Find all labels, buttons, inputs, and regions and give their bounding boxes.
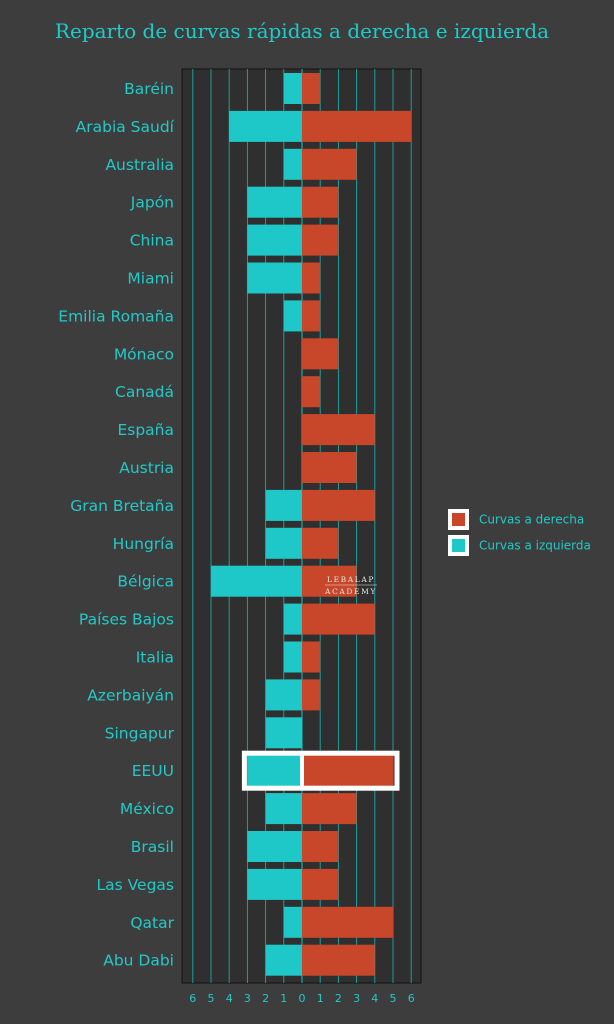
legend-label: Curvas a izquierda [479,539,591,553]
bar-left [247,868,302,900]
category-label: Singapur [105,724,175,742]
x-tick-label: 4 [226,992,233,1005]
x-tick-label: 0 [299,992,306,1005]
bar-left [247,224,302,256]
bar-right [302,300,321,332]
bar-right [302,755,393,787]
bar-right [302,527,339,559]
bar-left [283,641,302,673]
x-tick-label: 5 [208,992,215,1005]
category-label: EEUU [132,762,174,780]
bar-right [302,603,375,635]
category-label: Brasil [131,838,174,856]
bar-right [302,489,375,521]
bar-right [302,641,321,673]
bar-left [265,489,302,521]
bar-right [302,868,339,900]
category-label: Abu Dabi [103,952,174,970]
bar-right [302,262,321,294]
bar-right [302,110,412,142]
category-label: Arabia Saudí [76,118,175,136]
highlight-frame [241,750,400,791]
x-tick-label: 1 [280,992,287,1005]
x-tick-label: 6 [408,992,415,1005]
category-label: Qatar [130,914,174,932]
x-tick-label: 3 [353,992,360,1005]
x-tick-label: 2 [335,992,342,1005]
x-tick-label: 5 [390,992,397,1005]
category-label: China [130,232,174,250]
legend-swatch [452,539,465,552]
x-tick-label: 6 [189,992,196,1005]
chart-title: Reparto de curvas rápidas a derecha e iz… [55,19,549,43]
category-label: Australia [105,156,174,174]
category-label: Bélgica [117,573,174,591]
bar-right [302,565,357,597]
bar-right [302,452,357,483]
bar-left [265,679,302,711]
category-label: México [120,800,174,818]
bar-right [302,376,321,408]
bar-left [247,831,302,862]
category-label: España [117,421,174,439]
bar-left [229,110,302,142]
x-tick-label: 1 [317,992,324,1005]
bar-left [265,527,302,559]
category-label: Miami [127,270,174,288]
bar-left [265,793,302,825]
bar-right [302,906,393,938]
legend-label: Curvas a derecha [479,513,584,527]
x-tick-label: 4 [371,992,378,1005]
bar-right [302,679,321,711]
category-label: Canadá [115,383,174,401]
category-label: Japón [130,194,174,212]
legend-swatch [452,513,465,526]
category-label: Hungría [113,535,174,553]
category-label: Baréin [124,80,174,98]
x-tick-label: 2 [262,992,269,1005]
x-tick-label: 3 [244,992,251,1005]
category-label: Mónaco [114,345,174,363]
bar-left [247,755,302,787]
category-label: Países Bajos [79,611,174,629]
bar-right [302,944,375,976]
bar-left [247,262,302,294]
bar-left [283,73,302,104]
bar-left [283,300,302,332]
legend: Curvas a derecha Curvas a izquierda [448,509,591,556]
watermark-line1: LEBALAP [327,575,375,584]
bar-right [302,831,339,862]
bar-left [211,565,302,597]
category-label: Las Vegas [97,876,175,894]
bar-right [302,338,339,370]
category-label: Emilia Romaña [58,307,174,325]
bar-right [302,186,339,218]
bar-left [283,906,302,938]
bar-left [265,717,302,749]
bar-right [302,73,321,104]
bar-left [247,186,302,218]
bar-right [302,793,357,825]
bar-right [302,224,339,256]
category-label: Austria [119,459,174,477]
bar-left [283,148,302,180]
bar-left [265,944,302,976]
category-label: Italia [136,649,174,667]
watermark-line2: ACADEMY [324,587,377,596]
category-label: Gran Bretaña [70,497,174,515]
bar-right [302,148,357,180]
bar-left [283,603,302,635]
category-label: Azerbaiyán [87,686,174,704]
bar-right [302,414,375,446]
